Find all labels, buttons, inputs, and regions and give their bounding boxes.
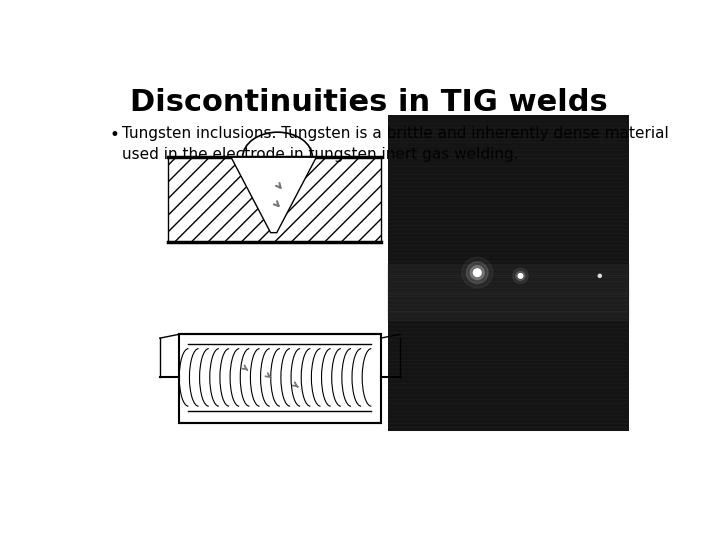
- Bar: [388, 115, 629, 430]
- Circle shape: [467, 262, 488, 284]
- Polygon shape: [231, 157, 316, 233]
- Text: Tungsten inclusions. Tungsten is a brittle and inherently dense material
used in: Tungsten inclusions. Tungsten is a britt…: [122, 126, 669, 163]
- Bar: [179, 334, 381, 423]
- Text: Discontinuities in TIG welds: Discontinuities in TIG welds: [130, 88, 608, 117]
- Text: •: •: [109, 126, 120, 144]
- Circle shape: [462, 257, 492, 288]
- Circle shape: [518, 274, 523, 278]
- Circle shape: [470, 266, 485, 280]
- Circle shape: [516, 271, 525, 280]
- Circle shape: [473, 269, 481, 276]
- Circle shape: [513, 268, 528, 284]
- Bar: [168, 157, 381, 242]
- Circle shape: [598, 274, 601, 278]
